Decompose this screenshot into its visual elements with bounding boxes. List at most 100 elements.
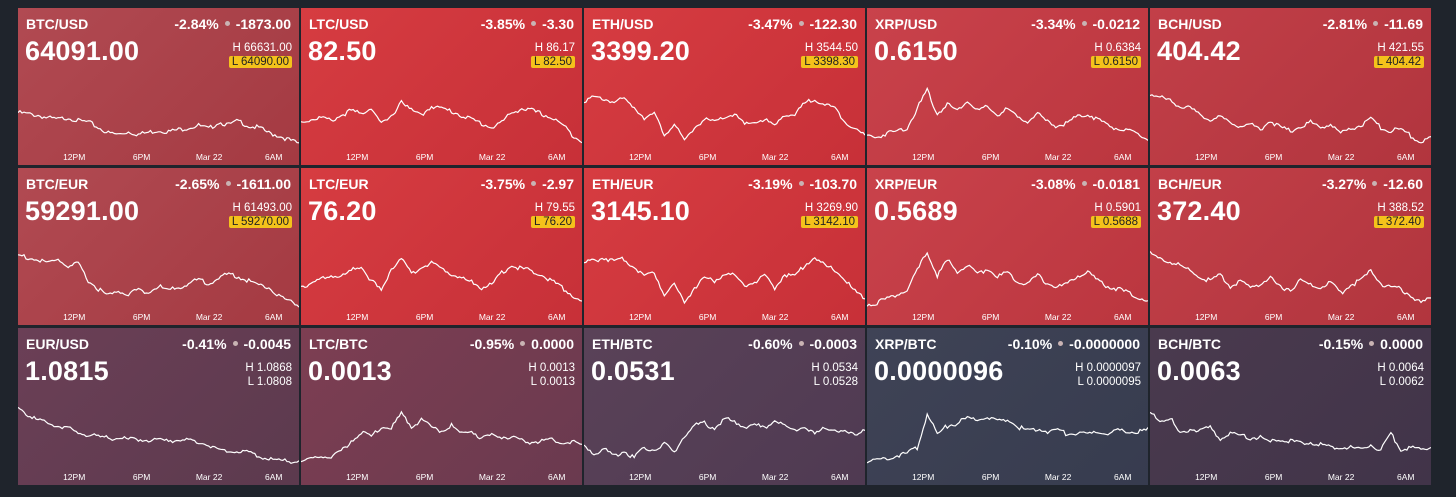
high-value: H 0.0534	[811, 362, 858, 374]
time-tick-label: Mar 22	[1327, 472, 1355, 482]
time-tick-label: 6AM	[547, 152, 566, 162]
ticker-tile-btc-usd[interactable]: BTC/USD -2.84% -1873.00 64091.00 H 66631.00 L…	[18, 8, 299, 165]
change-summary: -2.65% -1611.00	[175, 176, 291, 192]
percent-change: -0.41%	[182, 336, 227, 352]
pair-label: BTC/EUR	[26, 176, 89, 192]
last-price: 372.40	[1157, 196, 1241, 226]
time-tick-label: Mar 22	[195, 152, 223, 162]
price-sparkline	[301, 99, 582, 144]
time-axis: 12PM 6PM Mar 22 6AM	[867, 312, 1148, 324]
time-axis: 12PM 6PM Mar 22 6AM	[584, 472, 865, 484]
ticker-tile-xrp-eur[interactable]: XRP/EUR -3.08% -0.0181 0.5689 H 0.5901 L 0.56…	[867, 168, 1148, 325]
ticker-tile-ltc-btc[interactable]: LTC/BTC -0.95% 0.0000 0.0013 H 0.0013 L 0.001…	[301, 328, 582, 485]
time-tick-label: 6AM	[264, 312, 283, 322]
last-price: 3145.10	[591, 196, 690, 226]
ticker-tile-btc-eur[interactable]: BTC/EUR -2.65% -1611.00 59291.00 H 61493.00 L…	[18, 168, 299, 325]
ticker-tile-eth-eur[interactable]: ETH/EUR -3.19% -103.70 3145.10 H 3269.90 L 31…	[584, 168, 865, 325]
absolute-change: -2.97	[542, 176, 574, 192]
low-value: L 59270.00	[228, 216, 292, 228]
ticker-tile-eth-usd[interactable]: ETH/USD -3.47% -122.30 3399.20 H 3544.50 L 33…	[584, 8, 865, 165]
time-axis: 12PM 6PM Mar 22 6AM	[18, 472, 299, 484]
high-value: H 0.6384	[1094, 42, 1141, 54]
high-value: H 0.5901	[1094, 202, 1141, 214]
time-axis: 12PM 6PM Mar 22 6AM	[301, 312, 582, 324]
time-axis: 12PM 6PM Mar 22 6AM	[301, 472, 582, 484]
absolute-change: 0.0000	[531, 336, 574, 352]
percent-change: -0.60%	[748, 336, 793, 352]
last-price: 404.42	[1157, 36, 1241, 66]
change-summary: -3.85% -3.30	[481, 16, 574, 32]
time-tick-label: Mar 22	[1044, 472, 1072, 482]
time-tick-label: 12PM	[346, 472, 369, 482]
ticker-tile-bch-usd[interactable]: BCH/USD -2.81% -11.69 404.42 H 421.55 L 404.4…	[1150, 8, 1431, 165]
price-sparkline	[18, 406, 299, 464]
low-value: L 82.50	[531, 56, 575, 68]
time-tick-label: 12PM	[63, 152, 86, 162]
high-value: H 388.52	[1377, 202, 1424, 214]
separator-dot-icon	[798, 21, 804, 27]
time-tick-label: Mar 22	[478, 312, 506, 322]
ticker-tile-xrp-btc[interactable]: XRP/BTC -0.10% -0.0000000 0.0000096 H 0.0000…	[867, 328, 1148, 485]
time-tick-label: Mar 22	[1044, 312, 1072, 322]
time-tick-label: 6PM	[132, 472, 151, 482]
absolute-change: -103.70	[809, 176, 857, 192]
separator-dot-icon	[232, 341, 238, 347]
pair-label: BCH/EUR	[1158, 176, 1222, 192]
time-tick-label: Mar 22	[761, 312, 789, 322]
time-tick-label: 6PM	[981, 312, 1000, 322]
time-tick-label: 12PM	[912, 472, 935, 482]
high-low-box: H 0.5901 L 0.5688	[1090, 201, 1141, 229]
low-value: L 76.20	[531, 216, 575, 228]
separator-dot-icon	[798, 181, 804, 187]
high-low-box: H 421.55 L 404.42	[1373, 41, 1424, 69]
time-tick-label: 12PM	[346, 152, 369, 162]
time-tick-label: Mar 22	[195, 312, 223, 322]
pair-label: BTC/USD	[26, 16, 89, 32]
percent-change: -2.81%	[1322, 16, 1368, 32]
ticker-tile-bch-btc[interactable]: BCH/BTC -0.15% 0.0000 0.0063 H 0.0064 L 0.006…	[1150, 328, 1431, 485]
pair-label: ETH/BTC	[592, 336, 653, 352]
time-axis: 12PM 6PM Mar 22 6AM	[1150, 312, 1431, 324]
separator-dot-icon	[225, 181, 231, 187]
percent-change: -3.19%	[748, 176, 793, 192]
ticker-tile-ltc-usd[interactable]: LTC/USD -3.85% -3.30 82.50 H 86.17 L 82.50 12P…	[301, 8, 582, 165]
high-value: H 79.55	[534, 202, 575, 214]
time-axis: 12PM 6PM Mar 22 6AM	[1150, 152, 1431, 164]
sparkline-path	[1150, 251, 1431, 304]
price-sparkline	[1150, 94, 1431, 144]
separator-dot-icon	[520, 341, 526, 347]
time-axis: 12PM 6PM Mar 22 6AM	[18, 312, 299, 324]
time-tick-label: 12PM	[63, 472, 86, 482]
sparkline-path	[18, 109, 299, 144]
high-low-box: H 0.0013 L 0.0013	[528, 361, 575, 389]
ticker-tile-ltc-eur[interactable]: LTC/EUR -3.75% -2.97 76.20 H 79.55 L 76.20 12P…	[301, 168, 582, 325]
ticker-tile-bch-eur[interactable]: BCH/EUR -3.27% -12.60 372.40 H 388.52 L 372.4…	[1150, 168, 1431, 325]
pair-label: LTC/EUR	[309, 176, 369, 192]
pair-label: BCH/BTC	[1158, 336, 1221, 352]
sparkline-path	[584, 417, 865, 459]
last-price: 3399.20	[591, 36, 690, 66]
time-tick-label: 12PM	[629, 472, 652, 482]
time-tick-label: Mar 22	[1044, 152, 1072, 162]
pair-label: XRP/EUR	[875, 176, 938, 192]
time-tick-label: Mar 22	[478, 152, 506, 162]
time-tick-label: 12PM	[629, 312, 652, 322]
price-sparkline	[584, 95, 865, 141]
time-tick-label: 6AM	[1396, 152, 1415, 162]
low-value: L 1.0808	[247, 376, 292, 388]
ticker-tile-eth-btc[interactable]: ETH/BTC -0.60% -0.0003 0.0531 H 0.0534 L 0.05…	[584, 328, 865, 485]
ticker-tile-xrp-usd[interactable]: XRP/USD -3.34% -0.0212 0.6150 H 0.6384 L 0.61…	[867, 8, 1148, 165]
absolute-change: -0.0000000	[1069, 336, 1140, 352]
separator-dot-icon	[531, 21, 537, 27]
time-tick-label: 12PM	[912, 312, 935, 322]
separator-dot-icon	[1058, 341, 1064, 347]
ticker-tile-eur-usd[interactable]: EUR/USD -0.41% -0.0045 1.0815 H 1.0868 L 1.08…	[18, 328, 299, 485]
pair-label: XRP/USD	[875, 16, 938, 32]
sparkline-path	[867, 412, 1148, 464]
sparkline-path	[584, 95, 865, 141]
last-price: 0.0000096	[874, 356, 1004, 386]
price-sparkline	[18, 109, 299, 144]
time-axis: 12PM 6PM Mar 22 6AM	[867, 152, 1148, 164]
time-tick-label: 6PM	[981, 152, 1000, 162]
percent-change: -3.34%	[1031, 16, 1076, 32]
